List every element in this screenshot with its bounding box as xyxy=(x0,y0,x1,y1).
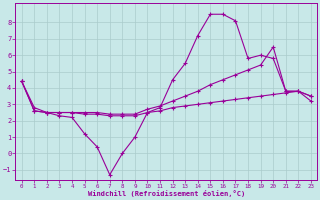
X-axis label: Windchill (Refroidissement éolien,°C): Windchill (Refroidissement éolien,°C) xyxy=(88,190,245,197)
